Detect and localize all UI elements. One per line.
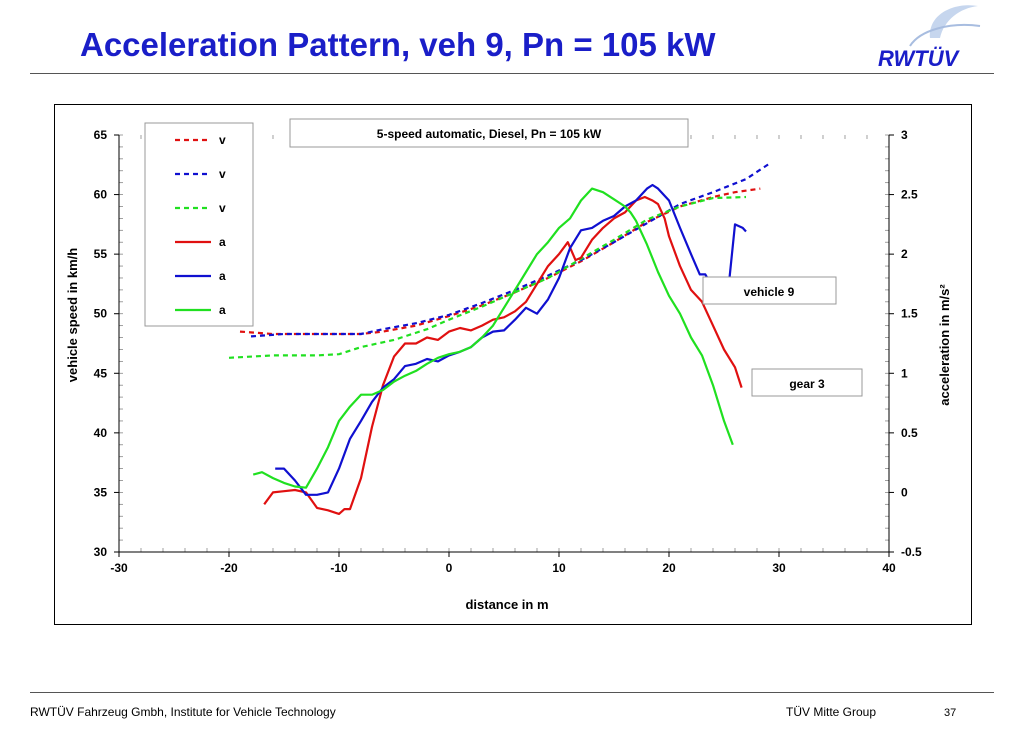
y-tick-label: 55 <box>94 247 108 261</box>
y-tick-label: 35 <box>94 485 108 499</box>
legend-label: v <box>219 133 226 147</box>
chart-frame: -30 -20 -10 0 10 20 30 40 30 35 40 45 50 55 60 65 -0.5 0 0… <box>54 104 972 625</box>
gear-label-box <box>751 368 863 397</box>
y-tick-label: 40 <box>94 426 108 440</box>
x-tick-label: 0 <box>446 561 453 575</box>
logo-text: RWTÜV <box>878 46 961 71</box>
x-tick-label: 30 <box>772 561 786 575</box>
x-tick-label: 40 <box>882 561 896 575</box>
legend-label: v <box>219 201 226 215</box>
series-line-accel-3 <box>263 195 743 515</box>
x-tick-label: 20 <box>662 561 676 575</box>
acceleration-chart: -30 -20 -10 0 10 20 30 40 30 35 40 45 50 55 60 65 -0.5 0 0… <box>65 118 952 612</box>
y-tick-label: 60 <box>94 188 108 202</box>
y2-tick-label: 2 <box>901 247 908 261</box>
legend-label: a <box>219 269 226 283</box>
y-tick-label: 50 <box>94 307 108 321</box>
axis-ticks <box>118 134 890 553</box>
footer-divider <box>30 692 994 693</box>
y2-tick-label: 1 <box>901 366 908 380</box>
y-tick-label: 45 <box>94 366 108 380</box>
series-line-accel-4 <box>275 183 747 496</box>
y2-tick-label: -0.5 <box>901 545 922 559</box>
chart-title-box <box>289 118 689 148</box>
logo-swoosh-icon <box>929 5 978 38</box>
y2-tick-label: 0.5 <box>901 426 918 440</box>
y-tick-label: 30 <box>94 545 108 559</box>
chart-title: 5-speed automatic, Diesel, Pn = 105 kW <box>377 127 602 141</box>
footer-institute: RWTÜV Fahrzeug Gmbh, Institute for Vehic… <box>30 705 336 719</box>
x-tick-label: 10 <box>552 561 566 575</box>
axes: -30 -20 -10 0 10 20 30 40 30 35 40 45 50 55 60 65 -0.5 0 0… <box>94 128 922 575</box>
legend-items: v v v a a a <box>175 133 226 317</box>
y2-tick-label: 0 <box>901 485 908 499</box>
y2-tick-label: 1.5 <box>901 307 918 321</box>
page-number: 37 <box>944 707 957 719</box>
gear-label: gear 3 <box>789 377 825 391</box>
title-divider <box>30 73 994 74</box>
legend <box>144 122 254 327</box>
footer-group: TÜV Mitte Group <box>786 705 877 719</box>
legend-label: a <box>219 303 226 317</box>
slide-title: Acceleration Pattern, veh 9, Pn = 105 kW <box>80 26 716 63</box>
y-tick-label: 65 <box>94 128 108 142</box>
vehicle-label: vehicle 9 <box>744 285 795 299</box>
x-axis-label: distance in m <box>465 597 548 612</box>
y2-tick-label: 2.5 <box>901 188 918 202</box>
series-line-accel-5 <box>252 187 734 489</box>
series-layer <box>228 161 772 515</box>
series-line-speed-1 <box>250 161 772 338</box>
legend-label: v <box>219 167 226 181</box>
series-line-speed-2 <box>228 195 747 359</box>
vehicle-label-box <box>702 276 837 305</box>
x-tick-label: -10 <box>330 561 348 575</box>
y2-tick-label: 3 <box>901 128 908 142</box>
x-tick-label: -30 <box>110 561 128 575</box>
y-axis-label: vehicle speed in km/h <box>65 248 80 382</box>
rwtuv-logo: RWTÜV <box>878 5 981 71</box>
legend-label: a <box>219 235 226 249</box>
y2-axis-label: acceleration in m/s² <box>937 284 952 406</box>
x-tick-label: -20 <box>220 561 238 575</box>
